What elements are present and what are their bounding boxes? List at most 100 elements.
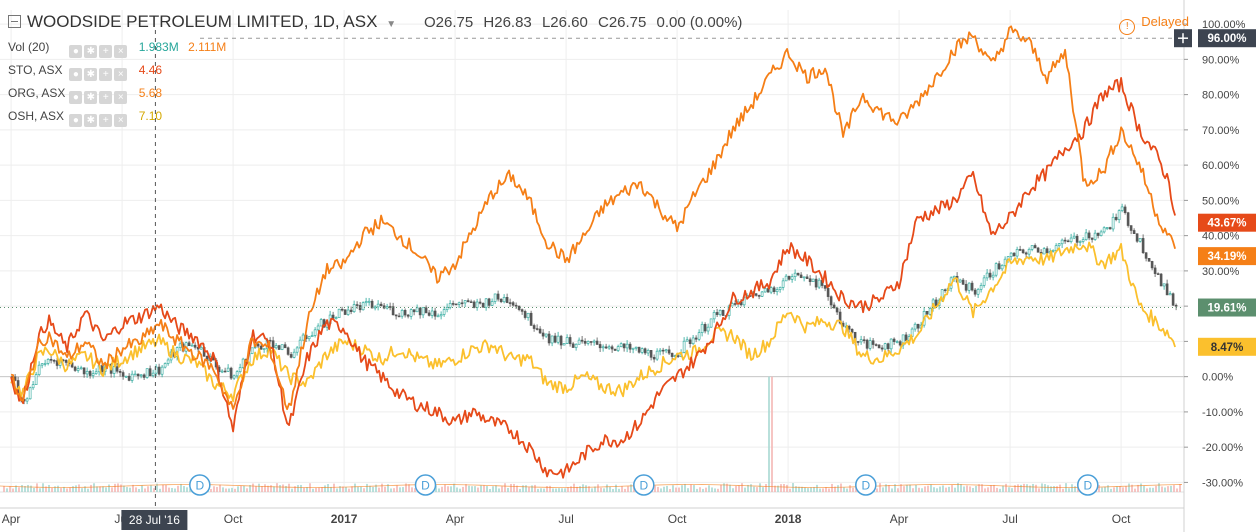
volume-bar — [669, 488, 671, 492]
dividend-marker[interactable]: D — [189, 474, 211, 496]
series-line-osh — [10, 241, 1176, 403]
close-value: C26.75 — [598, 14, 647, 31]
dividend-marker[interactable]: D — [1077, 474, 1099, 496]
candle-body — [928, 308, 932, 315]
volume-bar — [66, 488, 68, 492]
candle-body — [64, 359, 68, 363]
gear-icon[interactable]: ✱ — [84, 45, 98, 58]
volume-bar — [717, 488, 719, 492]
volume-bar — [579, 486, 581, 492]
candle-body — [511, 302, 515, 306]
add-icon[interactable]: + — [99, 91, 113, 104]
volume-bar — [843, 487, 845, 492]
volume-bar — [108, 484, 110, 492]
legend-sto[interactable]: STO, ASX ● ✱ + × 4.46 — [8, 63, 162, 81]
candle-body — [610, 346, 614, 350]
candle-body — [238, 367, 242, 373]
candle-body — [100, 365, 104, 372]
volume-bar — [996, 487, 998, 492]
volume-bar — [399, 487, 401, 492]
chart-title[interactable]: WOODSIDE PETROLEUM LIMITED, 1D, ASX — [27, 12, 378, 31]
volume-bar — [213, 486, 215, 492]
volume-bar — [660, 488, 662, 492]
volume-bar — [291, 488, 293, 492]
candle-body — [283, 344, 287, 349]
candle-body — [391, 306, 395, 316]
candle-body — [349, 309, 353, 312]
gear-icon[interactable]: ✱ — [84, 114, 98, 127]
volume-bar — [129, 487, 131, 492]
legend-volume[interactable]: Vol (20) ● ✱ + × 1.983M 2.111M — [8, 40, 226, 58]
dividend-marker[interactable]: D — [855, 474, 877, 496]
volume-bar — [684, 483, 686, 492]
close-icon[interactable]: × — [114, 91, 128, 104]
candle-body — [553, 335, 557, 343]
candle-body — [412, 309, 416, 313]
candle-body — [1102, 227, 1106, 233]
candle-body — [406, 314, 410, 317]
volume-bar — [795, 486, 797, 492]
volume-bar — [774, 485, 776, 492]
volume-bar — [1170, 485, 1172, 492]
candle-body — [895, 341, 899, 343]
close-icon[interactable]: × — [114, 68, 128, 81]
eye-icon[interactable]: ● — [69, 68, 83, 81]
candle-body — [271, 340, 275, 349]
candle-body — [1018, 249, 1022, 251]
close-icon[interactable]: × — [114, 45, 128, 58]
legend-org[interactable]: ORG, ASX ● ✱ + × 5.68 — [8, 86, 162, 104]
plus-icon[interactable] — [1174, 29, 1192, 48]
legend-label: Vol (20) — [8, 40, 50, 54]
candle-body — [385, 306, 389, 309]
add-icon[interactable]: + — [99, 114, 113, 127]
candle-body — [1117, 210, 1121, 220]
candle-body — [1132, 230, 1136, 234]
close-icon[interactable]: × — [114, 114, 128, 127]
gear-icon[interactable]: ✱ — [84, 91, 98, 104]
dividend-marker[interactable]: D — [633, 474, 655, 496]
volume-bar — [327, 484, 329, 492]
price-badge: 8.47% — [1198, 337, 1256, 356]
gear-icon[interactable]: ✱ — [84, 68, 98, 81]
volume-bar — [300, 484, 302, 492]
eye-icon[interactable]: ● — [69, 114, 83, 127]
chevron-down-icon[interactable]: ▼ — [386, 19, 397, 30]
candle-body — [1078, 241, 1082, 243]
add-icon[interactable]: + — [99, 45, 113, 58]
candle-body — [994, 263, 998, 276]
legend-osh[interactable]: OSH, ASX ● ✱ + × 7.10 — [8, 109, 162, 127]
volume-bar — [915, 484, 917, 492]
candle-body — [868, 340, 872, 349]
volume-bar — [72, 486, 74, 492]
volume-bar — [342, 486, 344, 492]
candle-body — [94, 371, 98, 374]
candle-body — [958, 279, 962, 283]
collapse-icon[interactable] — [8, 15, 21, 28]
candle-body — [997, 263, 1001, 270]
dividend-marker[interactable]: D — [414, 474, 437, 496]
volume-bar — [186, 487, 188, 492]
volume-bar — [534, 484, 536, 492]
candle-body — [655, 350, 659, 360]
candle-body — [232, 375, 236, 379]
candle-body — [1075, 235, 1079, 243]
candle-body — [1015, 249, 1019, 257]
add-icon[interactable]: + — [99, 68, 113, 81]
volume-bar — [495, 485, 497, 492]
price-badge-text: 34.19% — [1207, 251, 1246, 263]
volume-bar — [1032, 483, 1034, 492]
volume-bar — [735, 485, 737, 492]
volume-bar — [513, 483, 515, 492]
volume-bar — [255, 486, 257, 492]
ohlc-readout: O26.75 H26.83 L26.60 C26.75 0.00 (0.00%) — [424, 14, 748, 31]
eye-icon[interactable]: ● — [69, 91, 83, 104]
volume-bar — [528, 487, 530, 492]
eye-icon[interactable]: ● — [69, 45, 83, 58]
candle-body — [682, 340, 686, 353]
delayed-indicator[interactable]: ! Delayed — [1119, 14, 1189, 35]
volume-bar — [1176, 488, 1178, 492]
volume-bar — [987, 487, 989, 492]
candle-body — [37, 364, 41, 375]
volume-bar — [1122, 487, 1124, 492]
